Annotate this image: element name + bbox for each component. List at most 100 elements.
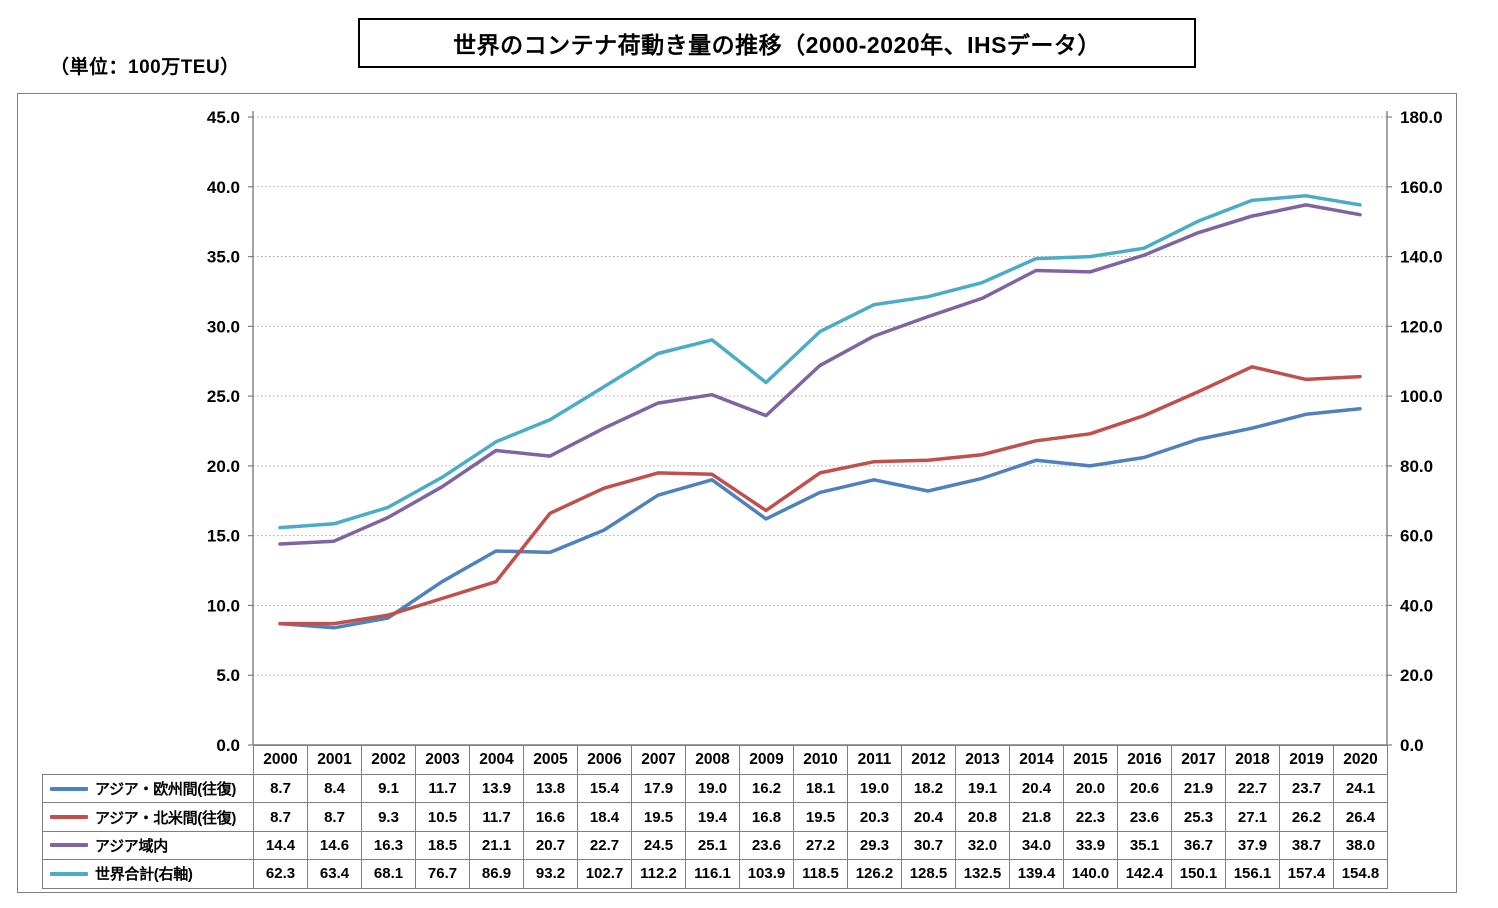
value-cell: 16.6 <box>523 802 578 832</box>
value-cell: 14.4 <box>253 830 308 861</box>
value-cell: 11.7 <box>415 773 470 804</box>
value-cell: 13.9 <box>469 773 524 804</box>
left-tick-label: 10.0 <box>207 596 240 615</box>
value-cell: 8.7 <box>307 802 362 832</box>
right-tick-label: 20.0 <box>1400 666 1433 685</box>
right-tick-label: 40.0 <box>1400 596 1433 615</box>
series-lines <box>278 194 1362 630</box>
year-cell: 2007 <box>631 745 686 775</box>
year-cell: 2014 <box>1009 745 1064 775</box>
value-cell: 118.5 <box>793 859 848 889</box>
value-cell: 10.5 <box>415 802 470 832</box>
value-cell: 22.7 <box>577 830 632 861</box>
legend-label: アジア域内 <box>95 837 168 855</box>
chart-title: 世界のコンテナ荷動き量の推移（2000-2020年、IHSデータ） <box>453 32 1101 58</box>
value-cell: 63.4 <box>307 859 362 889</box>
value-cell: 19.1 <box>955 773 1010 804</box>
value-cell: 112.2 <box>631 859 686 889</box>
value-cell: 62.3 <box>253 859 308 889</box>
value-cell: 22.7 <box>1225 773 1280 804</box>
left-tick-label: 5.0 <box>216 666 240 685</box>
year-cell: 2016 <box>1117 745 1172 775</box>
value-cell: 16.3 <box>361 830 416 861</box>
value-cell: 20.8 <box>955 802 1010 832</box>
left-tick-label: 15.0 <box>207 527 240 546</box>
value-cell: 19.0 <box>847 773 902 804</box>
legend-swatch <box>50 786 88 791</box>
table-row: アジア域内 14.4 14.6 16.3 18.5 21.1 20.7 22.7 24.5 25.… <box>42 830 1388 861</box>
series-line-3 <box>278 194 1362 530</box>
legend-entry: 世界合計(右軸) <box>44 863 253 884</box>
value-cell: 20.6 <box>1117 773 1172 804</box>
value-cell: 22.3 <box>1063 802 1118 832</box>
legend-swatch <box>50 843 88 848</box>
data-table: 2000 2001 2002 2003 2004 2005 2006 2007 2008 2009… <box>42 745 1388 889</box>
value-cell: 36.7 <box>1171 830 1226 861</box>
table-corner-cell <box>43 746 254 775</box>
year-cell: 2010 <box>793 745 848 775</box>
value-cell: 23.6 <box>1117 802 1172 832</box>
value-cell: 17.9 <box>631 773 686 804</box>
right-axis-labels: 0.0 20.0 40.0 60.0 80.0 100.0 120.0 140.0 160.0 1… <box>1387 108 1443 755</box>
gridlines <box>253 116 1387 676</box>
right-tick-label: 60.0 <box>1400 527 1433 546</box>
value-cell: 156.1 <box>1225 859 1280 889</box>
value-cell: 11.7 <box>469 802 524 832</box>
series-line-1 <box>278 365 1362 626</box>
value-cell: 8.4 <box>307 773 362 804</box>
legend-label: 世界合計(右軸) <box>95 866 193 884</box>
value-cell: 37.9 <box>1225 830 1280 861</box>
value-cell: 19.4 <box>685 802 740 832</box>
value-cell: 30.7 <box>901 830 956 861</box>
value-cell: 27.1 <box>1225 802 1280 832</box>
value-cell: 150.1 <box>1171 859 1226 889</box>
year-cell: 2017 <box>1171 745 1226 775</box>
value-cell: 35.1 <box>1117 830 1172 861</box>
value-cell: 18.4 <box>577 802 632 832</box>
legend-cell: アジア・北米間(往復) <box>42 802 254 832</box>
value-cell: 140.0 <box>1063 859 1118 889</box>
value-cell: 116.1 <box>685 859 740 889</box>
value-cell: 20.3 <box>847 802 902 832</box>
value-cell: 132.5 <box>955 859 1010 889</box>
axes <box>252 111 1388 746</box>
year-cell: 2015 <box>1063 745 1118 775</box>
value-cell: 14.6 <box>307 830 362 861</box>
value-cell: 24.1 <box>1333 773 1388 804</box>
value-cell: 142.4 <box>1117 859 1172 889</box>
value-cell: 93.2 <box>523 859 578 889</box>
value-cell: 34.0 <box>1009 830 1064 861</box>
value-cell: 23.6 <box>739 830 794 861</box>
left-tick-label: 40.0 <box>207 178 240 197</box>
value-cell: 21.1 <box>469 830 524 861</box>
value-cell: 20.0 <box>1063 773 1118 804</box>
year-cell: 2019 <box>1279 745 1334 775</box>
value-cell: 27.2 <box>793 830 848 861</box>
value-cell: 103.9 <box>739 859 794 889</box>
value-cell: 33.9 <box>1063 830 1118 861</box>
value-cell: 8.7 <box>253 802 308 832</box>
table-row: アジア・北米間(往復) 8.7 8.7 9.3 10.5 11.7 16.6 18.4 19.5… <box>42 802 1388 832</box>
value-cell: 38.0 <box>1333 830 1388 861</box>
value-cell: 8.7 <box>253 773 308 804</box>
value-cell: 38.7 <box>1279 830 1334 861</box>
legend-label: アジア・欧州間(往復) <box>95 781 237 799</box>
value-cell: 19.5 <box>631 802 686 832</box>
value-cell: 9.1 <box>361 773 416 804</box>
year-header-row: 2000 2001 2002 2003 2004 2005 2006 2007 2008 2009… <box>43 745 1388 775</box>
value-cell: 157.4 <box>1279 859 1334 889</box>
right-tick-label: 180.0 <box>1400 108 1443 127</box>
year-cell: 2011 <box>847 745 902 775</box>
year-cell: 2013 <box>955 745 1010 775</box>
value-cell: 15.4 <box>577 773 632 804</box>
chart-title-box: 世界のコンテナ荷動き量の推移（2000-2020年、IHSデータ） <box>358 18 1196 68</box>
value-cell: 32.0 <box>955 830 1010 861</box>
value-cell: 76.7 <box>415 859 470 889</box>
year-cell: 2008 <box>685 745 740 775</box>
legend-cell: アジア・欧州間(往復) <box>42 773 254 804</box>
left-tick-label: 30.0 <box>207 317 240 336</box>
value-cell: 21.8 <box>1009 802 1064 832</box>
value-cell: 19.0 <box>685 773 740 804</box>
unit-label: （単位：100万TEU） <box>50 57 240 78</box>
